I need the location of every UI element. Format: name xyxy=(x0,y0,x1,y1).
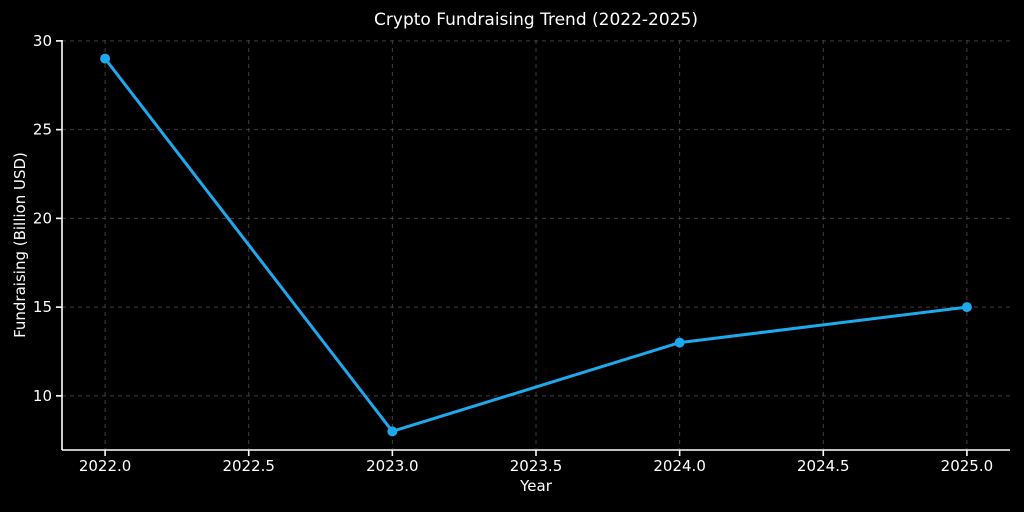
data-point-marker xyxy=(100,53,111,64)
x-tick-label: 2024.5 xyxy=(797,457,850,475)
y-tick-label: 25 xyxy=(33,121,52,139)
x-tick-label: 2022.5 xyxy=(222,457,275,475)
data-series xyxy=(100,53,972,437)
series-line xyxy=(103,57,969,433)
x-axis-label: Year xyxy=(519,477,553,495)
y-tick-label: 20 xyxy=(33,209,52,227)
y-tick-label: 10 xyxy=(33,387,52,405)
y-axis-label: Fundraising (Billion USD) xyxy=(11,152,29,338)
axis-ticks: 10 15 20 25 30 2022.0 2022.5 2023.0 2023.5 2024.0… xyxy=(33,32,993,475)
x-tick-label: 2023.5 xyxy=(510,457,563,475)
x-tick-label: 2022.0 xyxy=(79,457,132,475)
y-tick-label: 30 xyxy=(33,32,52,50)
y-tick-label: 15 xyxy=(33,298,52,316)
gridlines xyxy=(62,40,1010,450)
x-tick-label: 2023.0 xyxy=(366,457,419,475)
x-tick-label: 2025.0 xyxy=(941,457,994,475)
data-point-marker xyxy=(387,426,398,437)
data-point-marker xyxy=(961,302,972,313)
chart-title: Crypto Fundraising Trend (2022-2025) xyxy=(374,10,698,30)
x-tick-label: 2024.0 xyxy=(653,457,706,475)
data-point-marker xyxy=(674,337,685,348)
